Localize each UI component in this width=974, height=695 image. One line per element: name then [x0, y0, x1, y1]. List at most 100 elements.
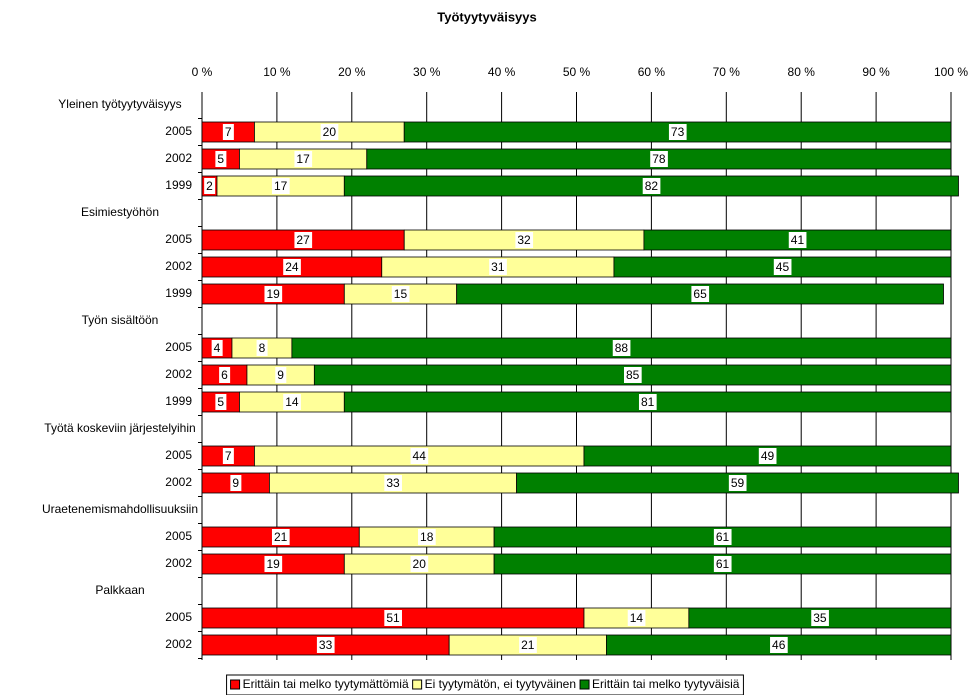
group-label: Työtä koskeviin järjestelyihin	[44, 421, 195, 435]
value-label-group: 61	[713, 556, 732, 572]
value-label-group: 5	[215, 151, 227, 167]
value-label: 61	[716, 530, 730, 544]
y-tick-label: 1999	[165, 394, 192, 408]
value-label-box	[275, 367, 287, 383]
value-label-group: 35	[811, 610, 829, 626]
value-label: 61	[716, 557, 730, 571]
value-label-box	[627, 610, 646, 626]
value-label-group: 9	[230, 475, 242, 491]
value-label-box	[728, 475, 747, 491]
chart-title: Työtyytyväisyys	[437, 9, 537, 24]
value-label-group: 41	[788, 232, 807, 248]
value-label: 32	[517, 233, 531, 247]
value-label: 4	[214, 341, 221, 355]
y-tick-label: 2002	[165, 259, 192, 273]
value-label-box	[623, 367, 642, 383]
value-label: 45	[776, 260, 790, 274]
value-label-group: 65	[691, 286, 710, 302]
value-label-box	[271, 529, 290, 545]
value-label-box	[384, 610, 402, 626]
value-label-group: 14	[283, 394, 301, 410]
y-tick-label: 2005	[165, 610, 192, 624]
value-label-box	[642, 178, 661, 194]
legend-label: Erittäin tai melko tyytymättömiä	[243, 677, 409, 691]
legend-box	[226, 674, 744, 695]
value-label-box	[264, 556, 283, 572]
value-label: 88	[615, 341, 629, 355]
x-tick-label: 80 %	[788, 65, 816, 79]
value-label-group: 33	[316, 637, 335, 653]
value-label-group: 49	[758, 448, 777, 464]
value-label-box	[758, 448, 777, 464]
value-label: 78	[652, 152, 666, 166]
y-tick-label: 2005	[165, 448, 192, 462]
value-label-box	[788, 232, 807, 248]
value-label: 7	[225, 125, 232, 139]
value-label-group: 82	[642, 178, 661, 194]
value-label: 14	[285, 395, 299, 409]
y-tick-label: 2002	[165, 367, 192, 381]
value-label: 8	[259, 341, 266, 355]
value-label-box	[691, 286, 710, 302]
legend-label: Ei tyytymätön, ei tyytyväinen	[425, 677, 576, 691]
x-tick-label: 30 %	[413, 65, 441, 79]
value-label: 81	[641, 395, 655, 409]
value-label: 9	[277, 368, 284, 382]
value-label: 19	[266, 557, 280, 571]
value-label: 17	[274, 179, 288, 193]
value-label-group: 9	[275, 367, 287, 383]
value-label-box	[256, 340, 268, 356]
value-label: 85	[626, 368, 640, 382]
value-label-group: 14	[627, 610, 646, 626]
value-label: 6	[221, 368, 228, 382]
value-label: 49	[761, 449, 775, 463]
value-label-group: 20	[320, 124, 339, 140]
value-label-box	[215, 151, 227, 167]
value-label-group: 31	[489, 259, 507, 275]
value-label: 46	[772, 638, 786, 652]
value-label-group: 46	[770, 637, 788, 653]
x-tick-label: 40 %	[488, 65, 516, 79]
value-label-box	[215, 394, 227, 410]
value-label: 9	[232, 476, 239, 490]
value-label-box	[650, 151, 668, 167]
value-label-group: 6	[219, 367, 231, 383]
value-label-box	[271, 178, 290, 194]
value-label-box	[222, 124, 234, 140]
group-label: Palkkaan	[95, 583, 144, 597]
value-label-group: 61	[713, 529, 732, 545]
value-label: 7	[225, 449, 232, 463]
value-label: 59	[731, 476, 745, 490]
value-label-box	[219, 367, 231, 383]
value-label-group: 33	[384, 475, 402, 491]
value-label-group: 21	[519, 637, 537, 653]
value-label: 51	[386, 611, 400, 625]
value-label-group: 19	[264, 556, 283, 572]
legend: Erittäin tai melko tyytymättömiä Ei tyyty…	[226, 674, 744, 695]
value-label-box	[418, 529, 436, 545]
value-label-group: 85	[623, 367, 642, 383]
value-label-group: 20	[410, 556, 429, 572]
value-label: 14	[630, 611, 644, 625]
value-label-group: 5	[215, 394, 227, 410]
value-label-box	[410, 556, 429, 572]
value-label-group: 51	[384, 610, 402, 626]
value-label-group: 15	[391, 286, 410, 302]
x-tick-label: 20 %	[338, 65, 366, 79]
x-tick-label: 0 %	[192, 65, 213, 79]
value-label-box	[384, 475, 402, 491]
value-label-box	[230, 475, 242, 491]
value-label-group: 8	[256, 340, 268, 356]
value-label: 20	[413, 557, 427, 571]
value-label-group: 88	[612, 340, 631, 356]
y-tick-label: 2002	[165, 151, 192, 165]
value-label-box	[773, 259, 792, 275]
value-label-group: 4	[211, 340, 223, 356]
value-label: 33	[319, 638, 333, 652]
legend-swatch	[579, 679, 590, 690]
x-tick-label: 90 %	[862, 65, 890, 79]
y-tick-label: 2005	[165, 340, 192, 354]
value-label-box	[612, 340, 631, 356]
value-label-box	[283, 394, 301, 410]
value-label-group: 78	[650, 151, 668, 167]
